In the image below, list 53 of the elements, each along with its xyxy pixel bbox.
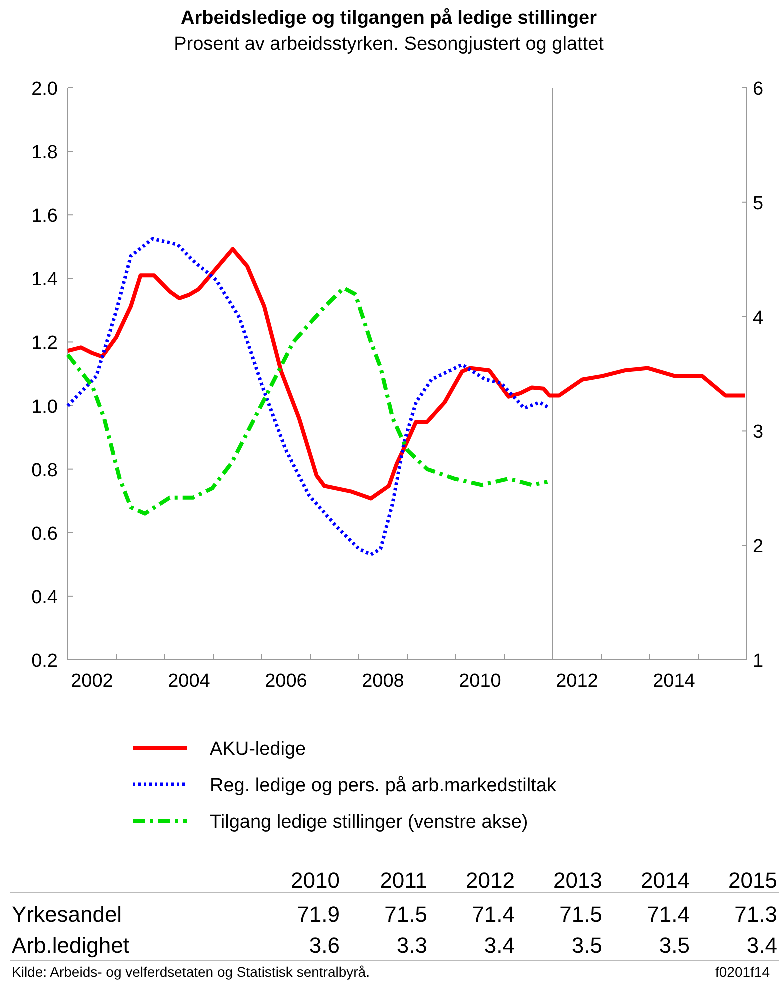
data-label: 71.4 [472,902,515,927]
data-label: 3.4 [746,933,778,958]
data-label: 3.5 [572,933,602,958]
y2-tick-label: 4 [753,308,764,329]
data-label: 71.5 [384,902,428,927]
data-label: 71.3 [734,902,778,927]
y-tick-label: Arb.ledighet [12,933,130,958]
x-tick-label: 2011 [380,868,428,893]
y-tick-label: 1.6 [32,206,58,228]
y-tick-label: 2.0 [32,79,58,100]
line-series [66,247,748,501]
line-series [66,237,550,556]
x-tick-label: 2015 [728,868,778,893]
x-tick-label: 2013 [554,868,602,893]
data-label: 3.3 [396,933,428,958]
y2-tick-label: 2 [753,536,764,558]
text: Kilde: Arbeids- og velferdsetaten og Statistisk sentralbyrå. [12,964,370,980]
y2-tick-label: 5 [753,193,764,214]
data-label: 3.4 [484,933,515,958]
legend-label: Tilgang ledige stillinger (venstre akse) [210,812,528,833]
y-tick-label: 1.8 [32,142,58,164]
x-tick-label: 2004 [168,671,211,692]
x-tick-label: 2002 [71,671,114,692]
y-tick-label: 1.4 [32,270,58,291]
x-tick-label: 2010 [459,671,502,692]
legend-label: Reg. ledige og pers. på arb.markedstiltak [210,776,557,796]
y-tick-label: 0.2 [32,651,58,672]
chart-subtitle: Prosent av arbeidsstyrken. Sesongjustert og glattet [174,34,605,55]
data-label: 71.4 [647,902,690,927]
x-tick-label: 2010 [291,868,340,893]
data-label: 3.6 [309,933,340,958]
y-tick-label: 1.0 [32,396,58,418]
y-tick-label: 0.4 [32,587,58,608]
y-tick-label: Yrkesandel [12,902,122,927]
x-tick-label: 2014 [641,868,690,893]
y-tick-label: 0.8 [32,460,58,482]
y2-tick-label: 6 [753,79,764,100]
legend-label: AKU-ledige [210,739,306,760]
x-tick-label: 2012 [466,868,515,893]
data-label: 71.9 [297,902,340,927]
line-series [66,286,550,516]
x-tick-label: 2006 [265,671,308,692]
text: f0201f14 [716,964,770,980]
data-label: 3.5 [659,933,690,958]
data-label: 71.5 [560,902,602,927]
y-tick-label: 0.6 [32,524,58,545]
y2-tick-label: 1 [753,651,764,672]
x-tick-label: 2008 [362,671,404,692]
y2-tick-label: 3 [753,422,764,444]
chart-title: Arbeidsledige og tilgangen på ledige stillinger [181,8,598,29]
x-tick-label: 2012 [556,671,598,692]
y-tick-label: 1.2 [32,333,58,354]
x-tick-label: 2014 [653,671,696,692]
